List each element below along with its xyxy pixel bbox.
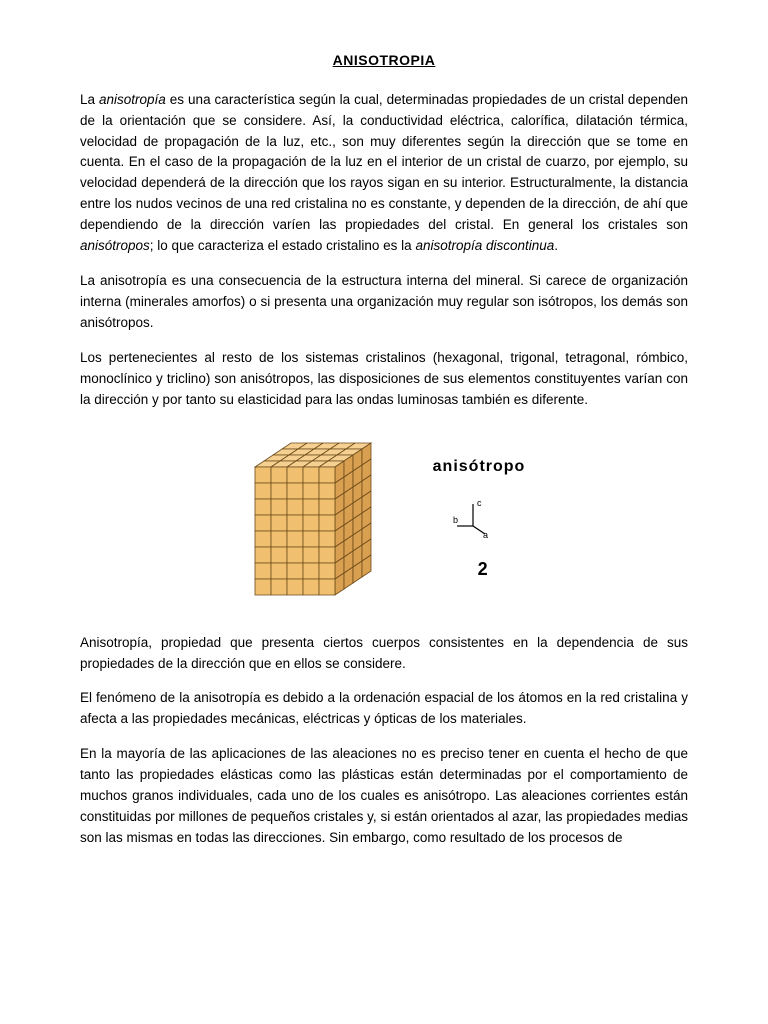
- em-discontinua: anisotropía discontinua: [415, 238, 554, 253]
- figure-number: 2: [478, 556, 488, 584]
- figure-anisotropo: anisótropo c b a 2: [80, 435, 688, 605]
- paragraph-2: La anisotropía es una consecuencia de la…: [80, 271, 688, 334]
- axis-diagram: c b a: [453, 498, 503, 538]
- figure-label: anisótropo: [433, 455, 526, 480]
- paragraph-4: Anisotropía, propiedad que presenta cier…: [80, 633, 688, 675]
- em-anisotropos: anisótropos: [80, 238, 150, 253]
- axis-b-label: b: [453, 515, 458, 525]
- paragraph-3: Los pertenecientes al resto de los siste…: [80, 348, 688, 411]
- paragraph-5: El fenómeno de la anisotropía es debido …: [80, 688, 688, 730]
- figure-caption-block: anisótropo c b a 2: [433, 455, 526, 584]
- axis-a-label: a: [483, 530, 488, 538]
- cube-diagram: [243, 435, 393, 605]
- text: es una característica según la cual, det…: [80, 92, 688, 233]
- text: ; lo que caracteriza el estado cristalin…: [150, 238, 416, 253]
- text: .: [554, 238, 558, 253]
- axis-c-label: c: [477, 498, 482, 508]
- paragraph-1: La anisotropía es una característica seg…: [80, 90, 688, 257]
- page-title: ANISOTROPIA: [80, 50, 688, 72]
- paragraph-6: En la mayoría de las aplicaciones de las…: [80, 744, 688, 849]
- text: La: [80, 92, 99, 107]
- em-anisotropia: anisotropía: [99, 92, 166, 107]
